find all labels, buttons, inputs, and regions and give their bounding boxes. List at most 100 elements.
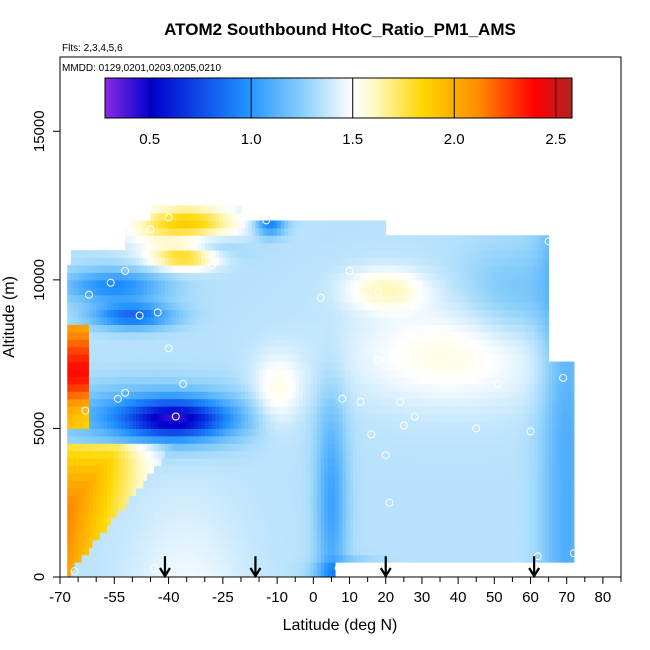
heat-cell — [237, 406, 242, 415]
heat-cell — [280, 391, 285, 400]
heat-cell — [324, 562, 329, 571]
heat-cell — [335, 331, 340, 340]
heat-cell — [240, 376, 246, 385]
heat-cell — [356, 517, 361, 526]
heat-cell — [288, 510, 293, 519]
heat-cell — [143, 354, 148, 363]
heat-cell — [244, 517, 249, 526]
heat-cell — [128, 539, 133, 548]
heat-cell — [222, 562, 227, 571]
heat-cell — [403, 539, 408, 548]
heat-cell — [201, 406, 206, 415]
heat-cell — [175, 517, 180, 526]
heat-cell — [280, 487, 285, 496]
heat-cell — [248, 435, 253, 444]
heat-cell — [110, 525, 115, 533]
heat-cell — [154, 421, 159, 429]
heat-cell — [244, 369, 249, 377]
heat-cell — [280, 339, 285, 348]
heat-cell — [70, 376, 75, 385]
heat-cell — [117, 250, 123, 259]
heat-cell — [132, 294, 137, 303]
heat-cell — [212, 562, 217, 571]
heat-cell — [208, 502, 213, 511]
heat-cell — [233, 279, 238, 288]
heat-cell — [360, 421, 365, 429]
heat-cell — [74, 354, 79, 363]
heat-cell — [237, 257, 242, 266]
heat-cell — [327, 331, 332, 340]
heat-cell — [201, 250, 206, 259]
heat-cell — [110, 317, 115, 325]
heat-cell — [385, 317, 390, 325]
heat-cell — [277, 309, 282, 318]
heat-cell — [193, 346, 199, 355]
heat-cell — [143, 227, 148, 236]
heat-cell — [295, 398, 300, 407]
heat-cell — [450, 383, 456, 392]
heat-cell — [78, 406, 83, 415]
heat-cell — [125, 235, 130, 244]
heat-cell — [360, 510, 365, 519]
heat-cell — [230, 450, 235, 459]
heat-cell — [440, 279, 445, 288]
heat-cell — [302, 398, 307, 407]
heat-cell — [128, 465, 133, 474]
heat-cell — [125, 250, 130, 259]
heat-cell — [324, 220, 329, 229]
heat-cell — [204, 458, 209, 467]
heat-cell — [309, 369, 314, 377]
heat-cell — [360, 279, 365, 288]
heat-cell — [70, 502, 75, 511]
heat-cell — [128, 331, 133, 340]
heat-cell — [74, 265, 79, 273]
heat-cell — [114, 398, 119, 407]
heat-cell — [403, 257, 408, 266]
heat-cell — [244, 495, 249, 504]
heat-cell — [240, 339, 246, 348]
heat-cell — [277, 495, 282, 504]
heat-cell — [360, 539, 365, 548]
heat-cell — [349, 361, 354, 370]
heat-cell — [335, 517, 340, 526]
heat-cell — [136, 510, 141, 519]
heat-cell — [96, 309, 101, 318]
heat-cell — [259, 406, 264, 415]
heat-cell — [201, 205, 206, 214]
heat-cell — [251, 480, 256, 489]
heat-cell — [128, 502, 133, 511]
heat-cell — [280, 562, 285, 571]
heat-cell — [117, 547, 123, 556]
heat-cell — [443, 324, 448, 333]
heat-cell — [266, 443, 271, 452]
heat-cell — [154, 539, 159, 548]
heat-cell — [136, 235, 141, 244]
heat-cell — [222, 502, 227, 511]
heat-cell — [400, 369, 405, 377]
heat-cell — [96, 547, 101, 556]
heat-cell — [197, 502, 202, 511]
heat-cell — [295, 250, 300, 259]
heat-cell — [179, 487, 184, 496]
heat-cell — [139, 480, 144, 489]
heat-cell — [99, 354, 104, 363]
heat-cell — [183, 406, 188, 415]
heat-cell — [302, 421, 307, 429]
heat-cell — [280, 302, 285, 311]
heat-cell — [154, 525, 159, 533]
heat-cell — [92, 473, 97, 481]
heat-cell — [201, 294, 206, 303]
heat-cell — [316, 227, 322, 236]
heat-cell — [212, 406, 217, 415]
heat-cell — [179, 517, 184, 526]
heat-cell — [284, 443, 289, 452]
heat-cell — [222, 361, 227, 370]
heat-cell — [237, 294, 242, 303]
heat-cell — [146, 539, 151, 548]
heat-cell — [88, 502, 94, 511]
heat-cell — [338, 354, 343, 363]
heat-cell — [447, 294, 452, 303]
heat-cell — [168, 250, 173, 259]
heat-cell — [175, 554, 180, 563]
heat-cell — [183, 265, 188, 273]
